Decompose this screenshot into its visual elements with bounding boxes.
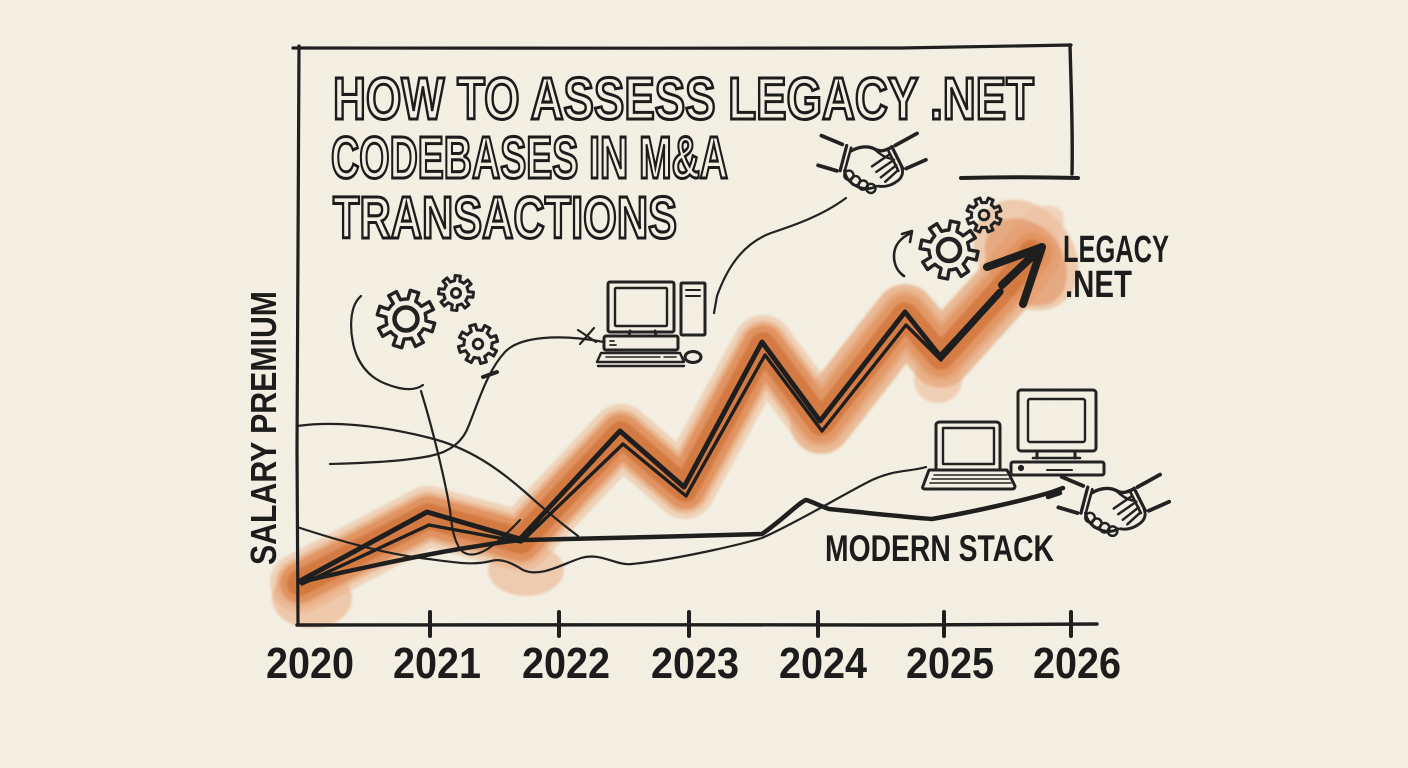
svg-text:TRANSACTIONS: TRANSACTIONS — [333, 185, 677, 251]
svg-text:2023: 2023 — [651, 639, 739, 688]
svg-text:2026: 2026 — [1033, 639, 1121, 688]
svg-text:2020: 2020 — [266, 639, 354, 688]
svg-text:2021: 2021 — [393, 639, 481, 688]
svg-text:HOW TO ASSESS LEGACY .NET: HOW TO ASSESS LEGACY .NET — [333, 66, 1034, 132]
svg-text:.NET: .NET — [1065, 264, 1132, 306]
svg-text:LEGACY: LEGACY — [1063, 229, 1169, 271]
svg-text:SALARY PREMIUM: SALARY PREMIUM — [243, 291, 284, 565]
svg-text:2024: 2024 — [779, 639, 867, 688]
svg-text:CODEBASES IN M&A: CODEBASES IN M&A — [331, 125, 728, 191]
svg-text:2025: 2025 — [906, 639, 994, 688]
svg-text:2022: 2022 — [522, 639, 610, 688]
svg-text:MODERN STACK: MODERN STACK — [825, 528, 1054, 569]
